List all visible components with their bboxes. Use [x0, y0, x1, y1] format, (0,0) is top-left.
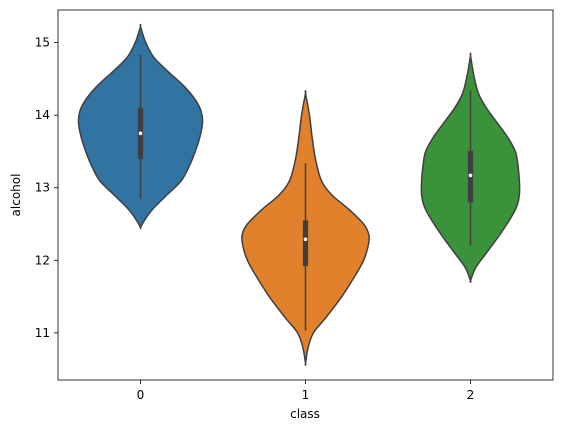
y-axis-title: alcohol — [9, 174, 23, 217]
y-tick-label-12: 12 — [35, 253, 50, 267]
median-marker-0 — [138, 131, 143, 136]
y-tick-label-11: 11 — [35, 326, 50, 340]
x-tick-label-1: 1 — [302, 388, 310, 402]
y-tick-label-15: 15 — [35, 36, 50, 50]
x-axis: 0 1 2 — [137, 380, 475, 402]
x-axis-title: class — [290, 407, 320, 421]
iqr-box-1 — [302, 220, 309, 267]
y-tick-label-14: 14 — [35, 108, 50, 122]
violins-group — [77, 23, 521, 367]
median-marker-2 — [468, 173, 473, 178]
x-tick-label-0: 0 — [137, 388, 145, 402]
x-tick-label-2: 2 — [467, 388, 475, 402]
y-tick-label-13: 13 — [35, 181, 50, 195]
y-axis: 11 12 13 14 15 — [35, 36, 58, 340]
median-marker-1 — [303, 237, 308, 242]
